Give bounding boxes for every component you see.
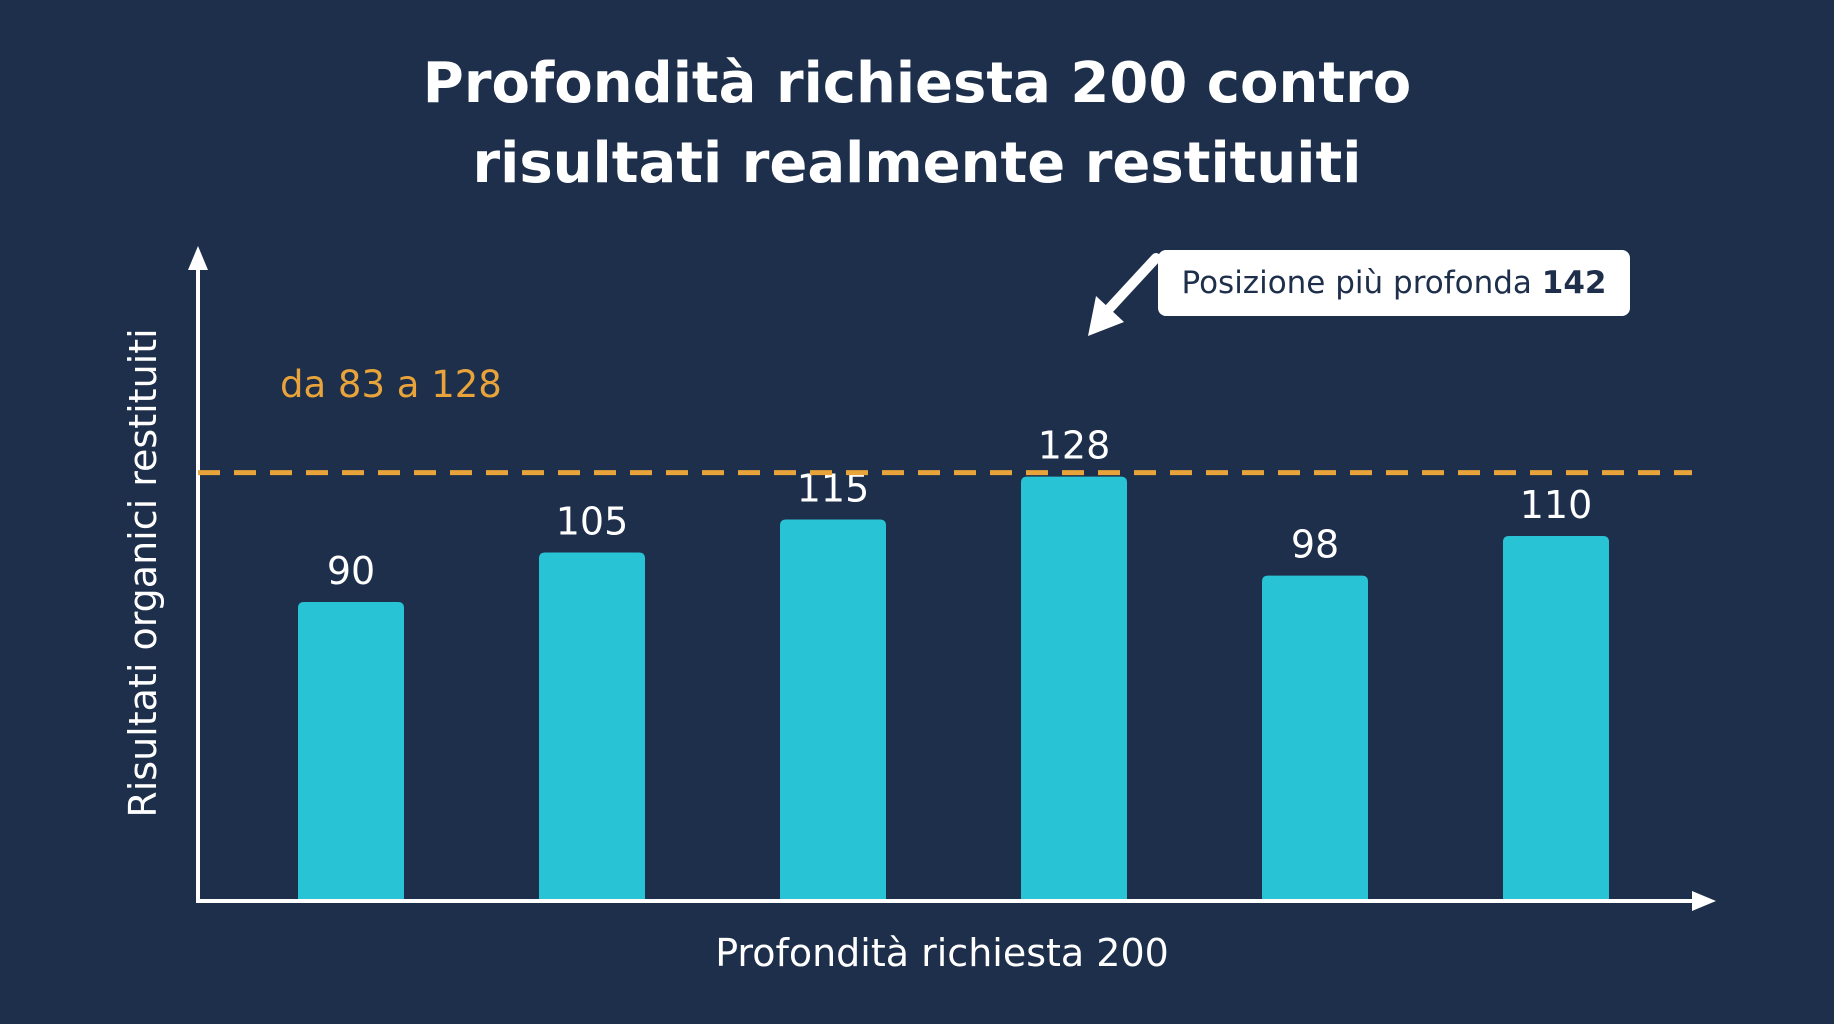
bar-1-value-label: 90 [327,549,375,593]
bar-2-value-label: 105 [556,500,629,544]
callout-value: 142 [1541,265,1607,301]
bar-3 [780,519,886,899]
y-axis-label: Risultati organici restituiti [121,328,165,817]
bar-4-value-label: 128 [1038,424,1111,468]
bar-1 [298,602,404,899]
chart-title: Profondità richiesta 200 contro risultat… [0,44,1834,204]
bar-6 [1503,536,1609,899]
bars-layer [298,476,1609,899]
reference-line-label: da 83 a 128 [280,363,502,406]
bar-5 [1262,575,1368,899]
bar-2 [539,552,645,899]
chart-title-line-1: Profondità richiesta 200 contro [422,51,1412,116]
y-axis-arrow-icon [188,246,208,270]
bar-4 [1021,476,1127,899]
callout-text: Posizione più profonda [1181,265,1542,301]
deepest-position-callout: Posizione più profonda 142 [1158,250,1630,316]
bar-6-value-label: 110 [1520,483,1593,527]
bar-5-value-label: 98 [1291,523,1339,567]
x-axis-arrow-icon [1692,891,1716,911]
callout-arrow-icon [1088,253,1161,336]
x-axis-label: Profondità richiesta 200 [715,931,1169,975]
chart-title-line-2: risultati realmente restituiti [472,131,1362,196]
axes-layer [188,246,1716,911]
